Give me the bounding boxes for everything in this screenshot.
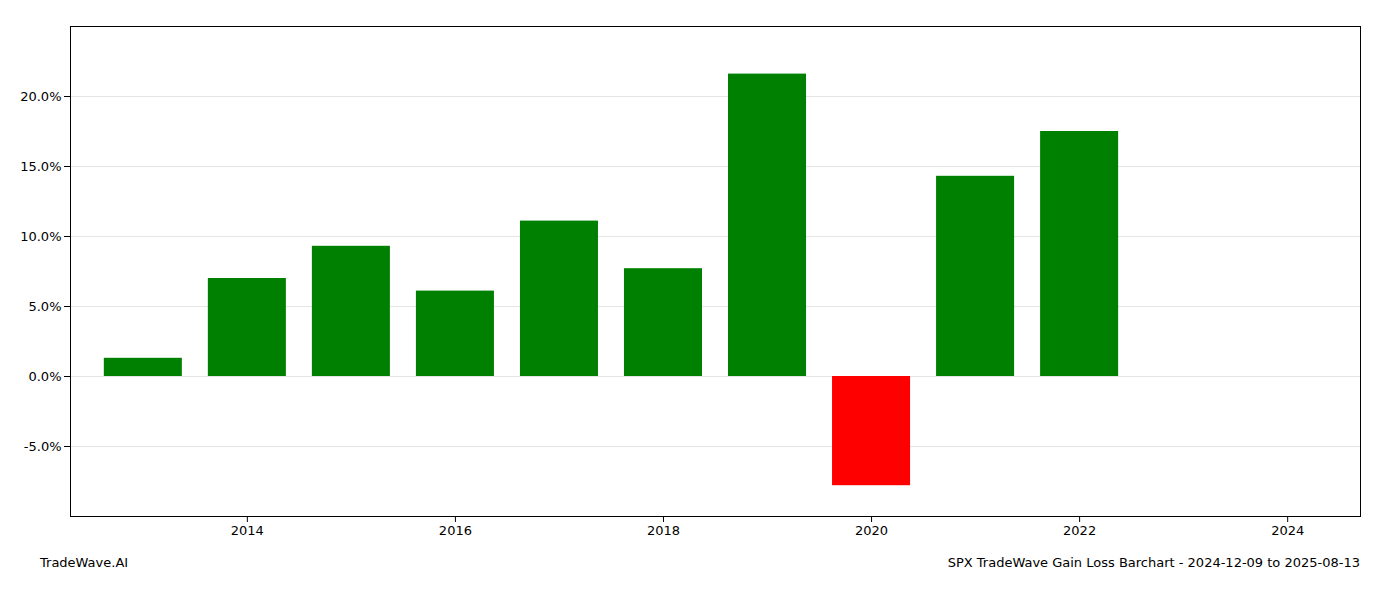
svg-text:15.0%: 15.0% xyxy=(20,159,61,174)
svg-text:5.0%: 5.0% xyxy=(28,299,61,314)
html-text:TradeWave.AI: TradeWave.AI xyxy=(40,555,129,570)
svg-text:20.0%: 20.0% xyxy=(20,89,61,104)
svg-text:-5.0%: -5.0% xyxy=(24,439,62,454)
svg-text:2024: 2024 xyxy=(1271,523,1304,538)
svg-text:10.0%: 10.0% xyxy=(20,229,61,244)
svg-text:0.0%: 0.0% xyxy=(28,369,61,384)
svg-text:2014: 2014 xyxy=(231,523,264,538)
svg-text:2020: 2020 xyxy=(855,523,888,538)
svg-text:2016: 2016 xyxy=(439,523,472,538)
svg-text:2022: 2022 xyxy=(1063,523,1096,538)
svg-text:2018: 2018 xyxy=(647,523,680,538)
html-text:SPX TradeWave Gain Loss Barcha: SPX TradeWave Gain Loss Barchart - 2024-… xyxy=(947,555,1360,570)
